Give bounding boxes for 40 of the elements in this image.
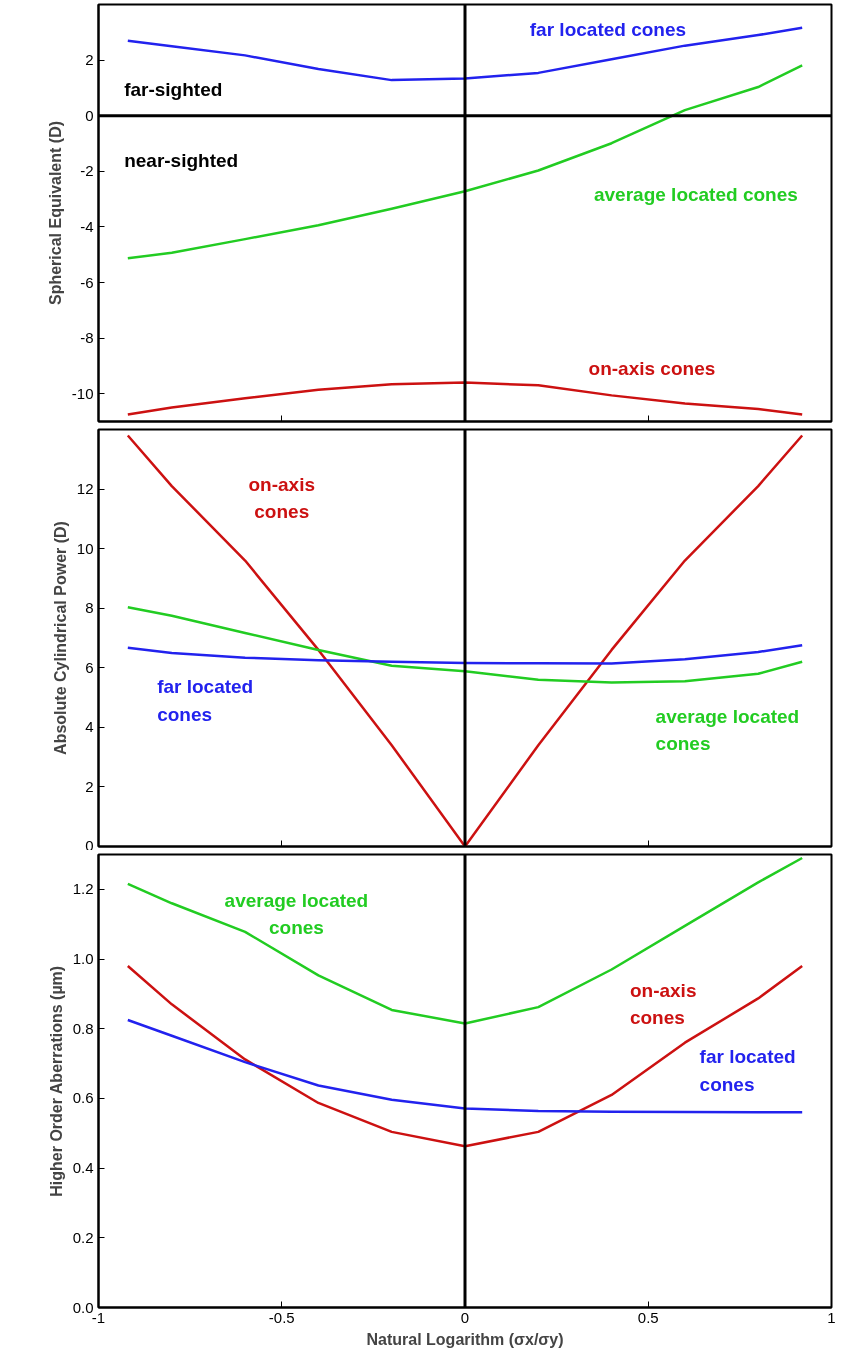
y-tick-label: 8: [85, 599, 94, 617]
series-label: on-axis cones: [248, 473, 316, 523]
annotation: far-sighted: [124, 78, 223, 100]
x-tick-label: 1: [827, 1308, 836, 1326]
y-tick-label: 0.0: [72, 1298, 94, 1316]
y-axis-title: Higher Order Aberrations (µm): [47, 965, 65, 1197]
series-label: on-axis cones: [629, 980, 697, 1029]
series-label: average located cones: [655, 706, 800, 755]
y-tick-label: 0.4: [72, 1159, 94, 1177]
y-tick-label: 0.2: [72, 1228, 94, 1246]
y-tick-label: -2: [80, 162, 94, 180]
series-label: average located cones: [593, 184, 798, 206]
y-tick-label: 0.6: [72, 1089, 94, 1107]
annotation: near-sighted: [124, 149, 239, 171]
y-tick-label: 4: [85, 718, 94, 736]
y-tick-label: -8: [80, 329, 94, 347]
y-tick-label: -6: [80, 273, 94, 291]
y-tick-label: -10: [71, 384, 94, 402]
y-tick-label: 2: [85, 777, 94, 795]
y-tick-label: -4: [80, 217, 94, 235]
x-axis-title: Natural Logarithm (σx/σy): [366, 1330, 564, 1348]
y-tick-label: 0: [85, 106, 94, 124]
y-tick-label: 1.0: [72, 950, 94, 968]
series-label: far located cones: [699, 1046, 796, 1095]
x-tick-label: 0.5: [637, 1308, 659, 1326]
series-label: on-axis cones: [588, 358, 716, 380]
series-label: far located cones: [157, 676, 254, 725]
series-label: far located cones: [529, 19, 687, 41]
y-tick-label: 10: [76, 539, 94, 557]
y-tick-label: 2: [85, 51, 94, 69]
y-tick-label: 12: [76, 480, 94, 498]
x-tick-label: -0.5: [268, 1308, 295, 1326]
series-label: average located cones: [224, 889, 369, 938]
y-tick-label: 6: [85, 658, 94, 676]
y-axis-title: Spherical Equivalent (D): [46, 120, 64, 306]
y-tick-label: 1.2: [72, 880, 94, 898]
y-tick-label: 0.8: [72, 1019, 94, 1037]
y-tick-label: 0: [85, 836, 94, 854]
y-axis-title: Absolute Cylindrical Power (D): [51, 521, 69, 755]
x-tick-label: 0: [460, 1308, 470, 1326]
